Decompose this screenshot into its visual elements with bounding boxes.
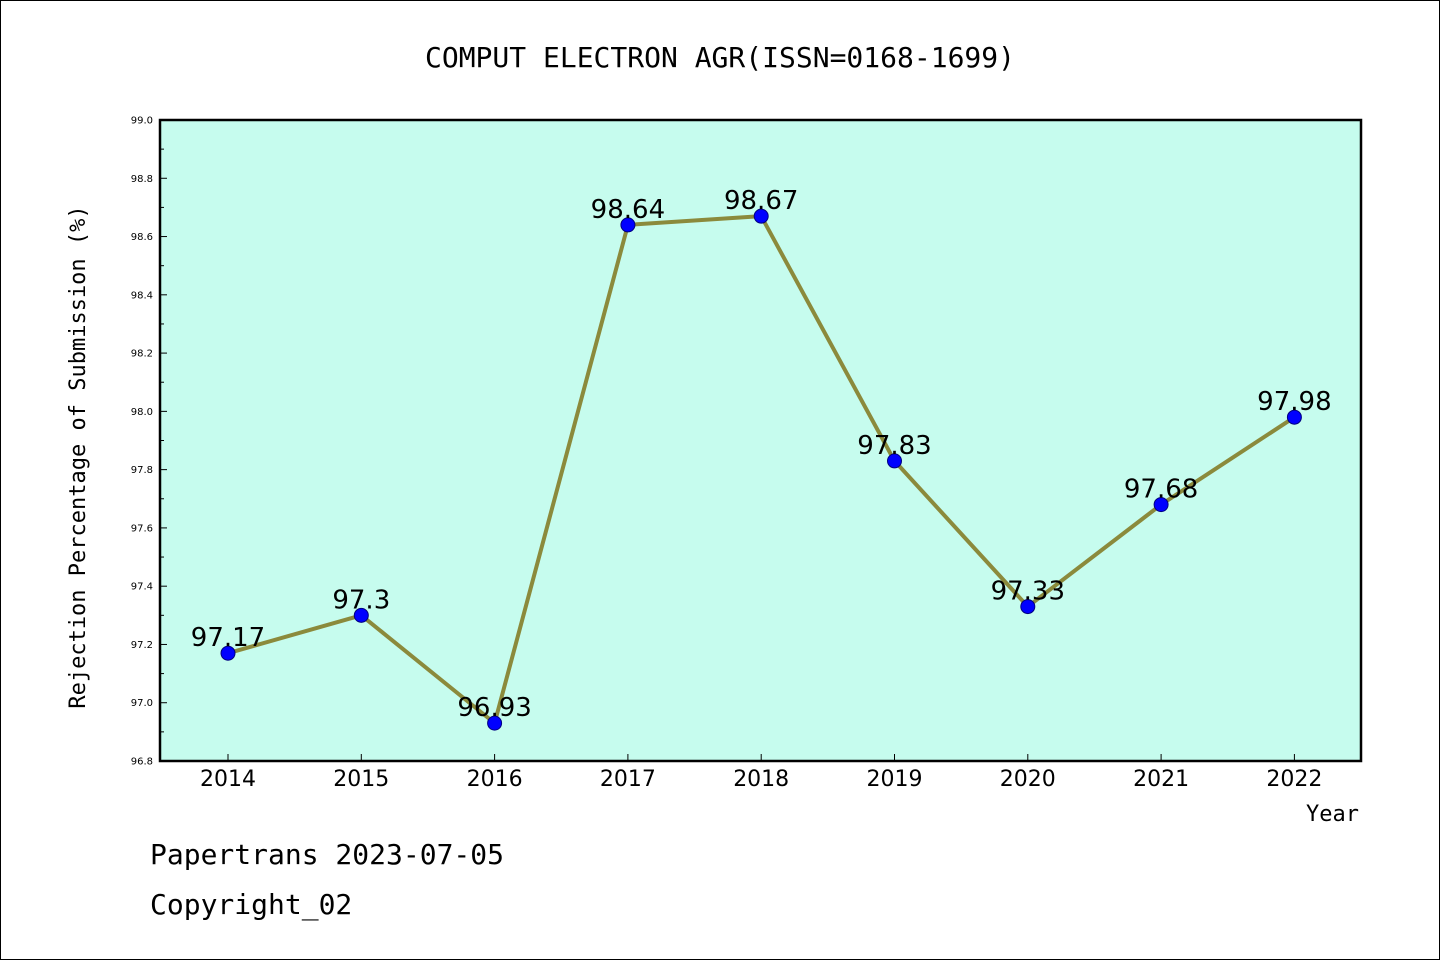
- data-point: [1286, 409, 1302, 425]
- x-tick-label: 2021: [1133, 767, 1189, 792]
- data-point: [487, 715, 503, 731]
- data-point: [753, 208, 769, 224]
- data-label: 98.67: [724, 186, 798, 216]
- x-tick-label: 2014: [200, 767, 256, 792]
- x-axis-label: Year: [1306, 802, 1359, 827]
- y-tick-label: 97.0: [131, 698, 153, 709]
- data-point: [220, 645, 236, 661]
- y-tick-label: 98.6: [131, 232, 153, 243]
- data-label: 97.83: [857, 431, 931, 461]
- y-tick-label: 97.6: [131, 523, 153, 534]
- data-label: 97.98: [1257, 387, 1331, 417]
- data-label: 96.93: [457, 693, 531, 723]
- y-tick-label: 99.0: [131, 116, 153, 127]
- data-label: 97.68: [1124, 475, 1198, 505]
- x-tick-label: 2017: [600, 767, 656, 792]
- y-tick-label: 97.4: [131, 582, 153, 593]
- data-label: 98.64: [591, 195, 665, 225]
- data-label: 97.3: [332, 585, 390, 615]
- y-tick-label: 96.8: [131, 757, 153, 768]
- chart-title: COMPUT ELECTRON AGR(ISSN=0168-1699): [425, 41, 1015, 74]
- y-tick-label: 98.0: [131, 407, 153, 418]
- y-tick-label: 97.8: [131, 465, 153, 476]
- x-tick-label: 2022: [1266, 767, 1322, 792]
- data-point: [887, 453, 902, 469]
- footer-copyright: Copyright_02: [150, 888, 352, 922]
- data-point: [1153, 497, 1169, 513]
- x-tick-label: 2019: [867, 767, 923, 792]
- y-tick-label: 98.8: [131, 174, 153, 185]
- data-label: 97.33: [991, 577, 1065, 607]
- y-tick-label: 98.4: [131, 290, 153, 301]
- data-label: 97.17: [191, 623, 265, 653]
- data-point: [1020, 599, 1036, 615]
- plot-area: [158, 118, 1363, 763]
- x-tick-label: 2020: [1000, 767, 1056, 792]
- y-axis-label: Rejection Percentage of Submission (%): [66, 205, 91, 708]
- data-point: [353, 607, 369, 623]
- y-tick-label: 98.2: [131, 349, 153, 360]
- footer-date: Papertrans 2023-07-05: [150, 838, 504, 871]
- data-point: [620, 217, 636, 233]
- x-tick-label: 2015: [333, 767, 389, 792]
- x-tick-label: 2016: [467, 767, 523, 792]
- x-tick-label: 2018: [733, 767, 789, 792]
- y-tick-label: 97.2: [131, 640, 153, 651]
